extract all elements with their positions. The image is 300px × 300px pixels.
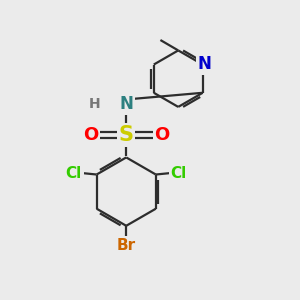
Text: Br: Br: [117, 238, 136, 253]
Text: N: N: [197, 55, 211, 73]
Text: S: S: [119, 125, 134, 145]
Text: H: H: [89, 97, 101, 111]
Text: N: N: [119, 95, 133, 113]
Text: Cl: Cl: [171, 166, 187, 181]
Text: Cl: Cl: [66, 166, 82, 181]
Text: O: O: [154, 126, 170, 144]
Text: O: O: [83, 126, 98, 144]
